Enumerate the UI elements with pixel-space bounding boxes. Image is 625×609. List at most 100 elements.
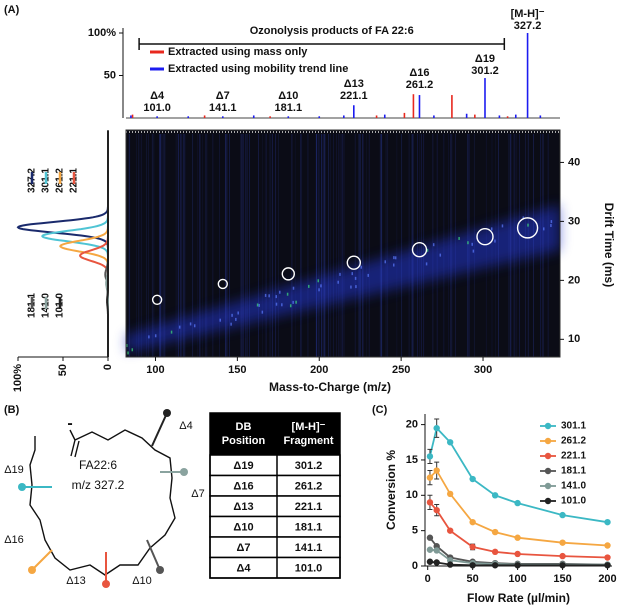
x-tick-label: 150 <box>228 364 246 376</box>
data-point <box>491 562 499 569</box>
heatmap-speck <box>318 288 320 292</box>
heatmap-speck <box>490 227 493 231</box>
table-cell: 261.2 <box>295 481 323 493</box>
heatmap-speck <box>148 335 150 339</box>
data-point <box>514 550 521 558</box>
table-header: Position <box>222 435 266 447</box>
legend-marker <box>544 437 552 445</box>
molecule-name: FA22:6 <box>79 458 117 472</box>
heatmap-speck <box>178 325 181 329</box>
table-cell: Δ13 <box>233 501 253 513</box>
series-line <box>429 501 608 559</box>
panel-label: (C) <box>372 404 388 416</box>
heatmap-speck <box>261 310 264 314</box>
heatmap-speck <box>258 303 260 307</box>
data-point <box>559 539 566 546</box>
heatmap-speck <box>550 224 552 228</box>
data-point <box>491 528 499 536</box>
panel-label: (B) <box>4 404 20 416</box>
data-point <box>446 439 454 446</box>
heatmap-speck <box>230 322 232 326</box>
x-tick-label: 200 <box>598 573 616 585</box>
heatmap-speck <box>350 285 352 289</box>
peak-annotation: Δ10 <box>278 90 298 102</box>
table-cell: Δ7 <box>236 542 250 554</box>
data-point <box>514 499 521 507</box>
series-line <box>429 426 608 524</box>
heatmap-speck <box>384 260 387 264</box>
data-point <box>446 527 454 534</box>
cleavage-dot <box>180 468 188 476</box>
table-header: [M-H]⁻ <box>292 421 326 433</box>
cleavage-dot <box>163 409 171 417</box>
cleavage-dot <box>28 566 36 574</box>
y-tick-label: 50 <box>104 69 116 81</box>
y-tick-label: 20 <box>406 419 418 431</box>
data-point <box>469 543 476 551</box>
y-tick-label: 0 <box>412 560 418 572</box>
x-tick-label: 0 <box>102 364 114 370</box>
data-point <box>433 547 440 554</box>
legend-label: 141.0 <box>561 481 586 492</box>
heatmap-speck <box>286 292 289 296</box>
data-point <box>426 534 434 541</box>
site-label: Δ19 <box>4 464 24 476</box>
data-point <box>426 546 434 553</box>
legend-label: 301.1 <box>561 421 586 432</box>
heatmap-speck <box>472 249 475 253</box>
y-tick-label: 5 <box>412 525 418 537</box>
x-tick-label: 150 <box>553 573 571 585</box>
y-axis-title: Conversion % <box>384 450 398 530</box>
heatmap-speck <box>268 294 270 298</box>
y-tick-label: 30 <box>568 215 580 227</box>
data-point <box>433 506 440 514</box>
heatmap-speck <box>126 344 128 348</box>
table-header-bg <box>210 413 340 455</box>
feature-circle <box>516 217 539 239</box>
bracket-label: Ozonolysis products of FA 22:6 <box>250 25 414 37</box>
data-point <box>469 475 476 483</box>
data-point <box>426 499 434 506</box>
heatmap-speck <box>393 263 395 267</box>
y-tick-label: 10 <box>568 333 580 345</box>
heatmap-speck <box>170 330 173 334</box>
heatmap-speck <box>337 280 339 284</box>
data-point <box>426 474 434 481</box>
peak-annotation: Δ4 <box>150 90 165 102</box>
legend-label: 261.2 <box>561 436 586 447</box>
data-point <box>426 558 434 565</box>
heatmap-speck <box>219 318 221 322</box>
heatmap-speck <box>289 304 292 308</box>
charge: - <box>67 415 72 432</box>
y-tick-label: 100% <box>88 27 116 39</box>
legend-marker <box>544 467 552 475</box>
table-cell: 181.1 <box>295 522 323 534</box>
heatmap-speck <box>354 276 357 280</box>
table-cell: Δ10 <box>233 522 253 534</box>
feature-circle <box>476 228 494 246</box>
heatmap-speck <box>275 302 278 306</box>
heatmap-speck <box>231 313 233 317</box>
data-point <box>446 490 454 498</box>
x-tick-label: 100% <box>12 364 24 392</box>
data-point <box>491 492 499 499</box>
heatmap-speck <box>542 227 545 231</box>
y-axis-title: Drift Time (ms) <box>602 203 616 287</box>
peak-annotation: Δ7 <box>216 90 230 102</box>
x-tick-label: 200 <box>310 364 328 376</box>
mobilogram-trace <box>106 130 109 357</box>
molecule-mz: m/z 327.2 <box>72 478 125 492</box>
data-point <box>433 467 440 474</box>
heatmap-speck <box>355 285 357 289</box>
table-frame <box>209 412 341 579</box>
cleavage-line <box>31 549 53 571</box>
panel-label: (A) <box>4 4 20 16</box>
site-label: Δ10 <box>132 575 152 587</box>
data-point <box>446 561 454 568</box>
y-tick-label: 15 <box>406 454 418 466</box>
heatmap-speck <box>189 322 192 326</box>
heatmap-speck <box>367 273 369 277</box>
legend-marker <box>544 497 552 505</box>
peak-annotation: Δ19 <box>475 53 495 65</box>
